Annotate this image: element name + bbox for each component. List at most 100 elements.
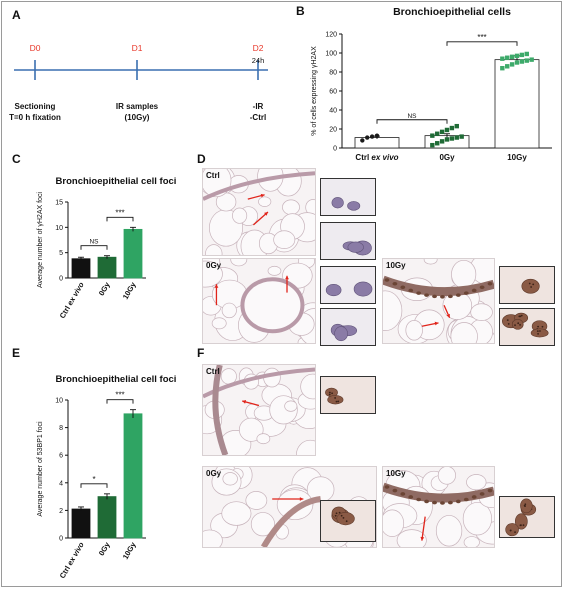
data-point [500, 66, 505, 71]
data-point [500, 56, 505, 61]
y-tick-label: 15 [55, 200, 63, 207]
significance-label: NS [407, 113, 417, 120]
chart-e: Bronchioepithelial cell foci Average numb… [37, 374, 177, 578]
alveolus [245, 491, 268, 510]
timeline-caption: IR samples [116, 102, 159, 111]
foci-dot [539, 330, 541, 332]
nucleus [384, 278, 390, 282]
y-tick-label: 10 [55, 398, 63, 405]
y-tick-label: 100 [325, 51, 337, 58]
nucleus [463, 291, 469, 295]
inset-f-0gy [320, 500, 376, 542]
nucleus [424, 499, 430, 504]
chart-title: Bronchioepithelial cells [393, 6, 511, 18]
nucleus [432, 294, 437, 299]
red-arrow-head [446, 313, 450, 318]
foci-dot [532, 283, 535, 286]
panel-d-letter: D [197, 152, 206, 166]
y-axis-label: Average number of γH2AX foci [37, 192, 44, 288]
alveolus [238, 417, 264, 442]
data-point [444, 137, 450, 142]
micrograph-d-ctrl: Ctrl [202, 168, 316, 256]
nucleus [487, 488, 493, 493]
x-tick-label: Ctrl ex vivo [355, 153, 398, 162]
panel-b-letter: B [296, 4, 305, 18]
cell-nucleus [530, 328, 549, 338]
inset-f-ctrl [320, 376, 376, 414]
cell-nucleus [336, 512, 355, 526]
data-point [430, 142, 435, 148]
micrograph-label: Ctrl [206, 171, 220, 180]
data-point [365, 135, 370, 140]
cell-nucleus [334, 326, 348, 342]
significance-bracket [80, 245, 108, 250]
foci-dot [334, 514, 337, 517]
timeline-day: D0 [30, 43, 41, 53]
data-point [514, 60, 520, 65]
micrograph-d-0gy: 0Gy [202, 258, 316, 344]
nucleus [479, 285, 485, 290]
cell-nucleus [347, 241, 364, 253]
significance-label: *** [115, 208, 124, 217]
cell-nucleus [353, 281, 373, 297]
y-axis-label: % of cells expressing γH2AX [311, 46, 318, 136]
alveolus [276, 489, 314, 521]
foci-dot [537, 332, 539, 335]
foci-dot [342, 516, 345, 519]
data-point [459, 134, 464, 139]
bar-ctrl-ex-vivo [71, 508, 91, 539]
inset-d-0gy-2 [320, 308, 376, 346]
red-arrow-head [434, 321, 439, 326]
panel-a-letter: A [12, 8, 21, 22]
foci-dot [523, 504, 526, 507]
data-point [360, 138, 365, 143]
cell-nucleus [511, 319, 524, 330]
foci-dot [517, 322, 520, 325]
data-point [505, 55, 510, 60]
red-arrow-head [299, 497, 304, 501]
data-point [509, 62, 515, 67]
alveolus [450, 322, 478, 343]
micrograph-label: 10Gy [386, 469, 406, 478]
foci-dot [520, 314, 523, 317]
nucleus [384, 485, 390, 489]
alveolus [221, 302, 237, 319]
y-tick-label: 80 [329, 70, 337, 77]
timeline-diagram: D0 Sectioning T=0 h fixation D1 IR samples (1… [9, 43, 268, 122]
nucleus [408, 288, 414, 293]
y-tick-label: 6 [59, 453, 63, 460]
nucleus [416, 291, 422, 295]
x-tick-label: 0Gy [97, 540, 112, 557]
inset-d-0gy-1 [320, 266, 376, 304]
alveolus [423, 259, 438, 265]
significance-label: * [92, 475, 95, 484]
y-tick-label: 0 [59, 536, 63, 543]
data-point [449, 125, 455, 131]
foci-dot [335, 400, 338, 403]
y-tick-label: 60 [329, 89, 337, 96]
micrograph-label: 0Gy [206, 469, 222, 478]
alveolus [211, 317, 227, 330]
data-point [430, 133, 435, 138]
alveolus [466, 474, 487, 491]
red-arrow-head [420, 536, 425, 541]
alveolus [405, 320, 423, 341]
nucleus [471, 288, 477, 293]
chart-title: Bronchioepithelial cell foci [56, 374, 177, 385]
foci-dot [528, 282, 531, 285]
data-point [374, 133, 380, 138]
data-point [435, 141, 440, 146]
data-point [454, 135, 459, 140]
data-point [369, 134, 375, 139]
chart-title: Bronchioepithelial cell foci [56, 176, 177, 187]
foci-dot [514, 324, 516, 327]
nucleus [455, 499, 461, 504]
nucleus [424, 293, 430, 297]
significance-label: *** [115, 391, 124, 400]
panel-e-letter: E [12, 346, 21, 360]
data-point [509, 54, 515, 59]
data-point [514, 53, 520, 59]
nucleus [400, 492, 406, 496]
inset-background [321, 179, 375, 215]
cell-nucleus [347, 201, 361, 211]
